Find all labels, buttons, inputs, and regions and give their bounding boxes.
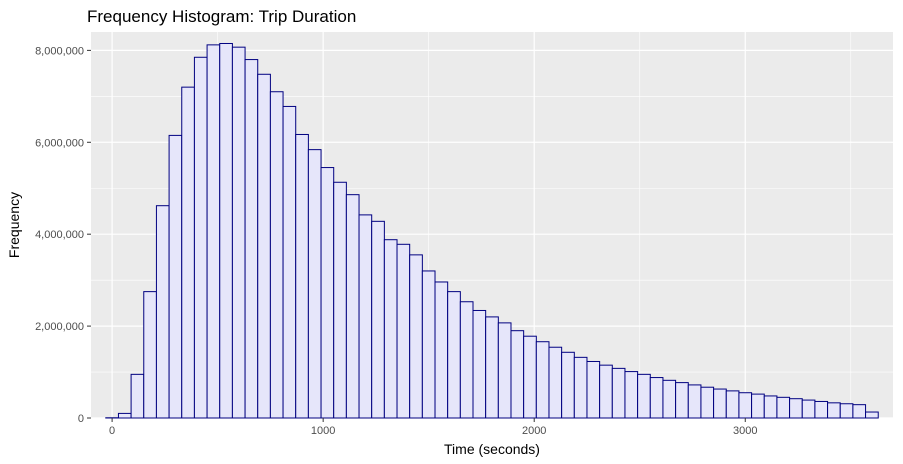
histogram-bar (143, 291, 157, 419)
histogram-bar (700, 386, 715, 419)
histogram-bar (333, 181, 347, 419)
histogram-bar (561, 351, 575, 419)
x-tick-label: 3000 (733, 425, 757, 437)
histogram-bar (586, 360, 601, 419)
histogram-bar (396, 243, 411, 419)
histogram-bar (523, 335, 537, 419)
histogram-bar (181, 86, 195, 419)
histogram-bar (637, 373, 651, 419)
histogram-bar (510, 330, 525, 419)
histogram-bar (827, 402, 841, 419)
histogram-bar (789, 398, 803, 419)
histogram-bar (117, 412, 132, 419)
histogram-bar (383, 239, 398, 419)
histogram-bar (624, 371, 639, 419)
histogram-bar (497, 322, 512, 419)
histogram-bar (257, 73, 271, 419)
y-tick-label: 4,000,000 (35, 229, 84, 241)
histogram-bar (168, 134, 183, 419)
histogram-bar (675, 382, 689, 419)
histogram-bar (751, 393, 765, 419)
histogram-bar (219, 42, 233, 419)
y-tick-label: 8,000,000 (35, 45, 84, 57)
histogram-bar (371, 220, 385, 419)
histogram-bar (130, 373, 145, 419)
histogram-bar (839, 403, 854, 419)
y-axis: 0 2,000,000 4,000,000 6,000,000 8,000,000 (35, 45, 91, 425)
x-tick-label: 1000 (311, 425, 335, 437)
histogram-bar (295, 133, 309, 419)
histogram-bar (573, 356, 588, 419)
y-tick-label: 2,000,000 (35, 321, 84, 333)
histogram-bar (282, 105, 297, 419)
histogram-bar (244, 59, 259, 419)
histogram-bar (485, 316, 499, 419)
histogram-bar (852, 404, 867, 419)
histogram-bar (801, 399, 816, 419)
histogram-bar (599, 364, 613, 419)
histogram-bar (776, 396, 791, 419)
histogram-bar (320, 167, 335, 419)
x-tick-label: 2000 (522, 425, 546, 437)
y-tick-label: 6,000,000 (35, 137, 84, 149)
histogram-bar (814, 400, 829, 419)
y-tick-label: 0 (78, 413, 84, 425)
histogram-bar (459, 301, 474, 419)
histogram-bar (434, 281, 449, 419)
y-axis-title: Frequency (6, 192, 22, 258)
x-tick-label: 0 (109, 425, 115, 437)
histogram-bar (713, 388, 727, 419)
histogram-bar (345, 194, 360, 419)
histogram-bar (535, 341, 550, 419)
chart-title: Frequency Histogram: Trip Duration (87, 7, 356, 26)
histogram-bar (472, 309, 487, 419)
histogram-bar (865, 411, 879, 419)
x-axis: 0 1000 2000 3000 (109, 418, 758, 437)
histogram-bar (725, 390, 740, 419)
histogram-bar (307, 149, 322, 419)
histogram-bar (649, 377, 664, 419)
histogram-bar (155, 205, 170, 419)
histogram-bar (358, 214, 373, 419)
histogram-bar (421, 270, 436, 419)
histogram-bar (409, 254, 423, 419)
histogram-bar (738, 392, 753, 419)
histogram-bar (548, 346, 563, 419)
histogram-bar (611, 367, 626, 419)
histogram-bar (269, 91, 284, 419)
histogram-bar (193, 56, 208, 419)
histogram-bar (687, 384, 702, 419)
histogram-bar (206, 44, 221, 419)
histogram-bar (231, 46, 246, 419)
histogram-bars (105, 42, 879, 419)
histogram-bar (447, 291, 461, 419)
histogram-bar (763, 395, 778, 419)
x-axis-title: Time (seconds) (444, 441, 540, 457)
histogram-bar (662, 379, 677, 419)
